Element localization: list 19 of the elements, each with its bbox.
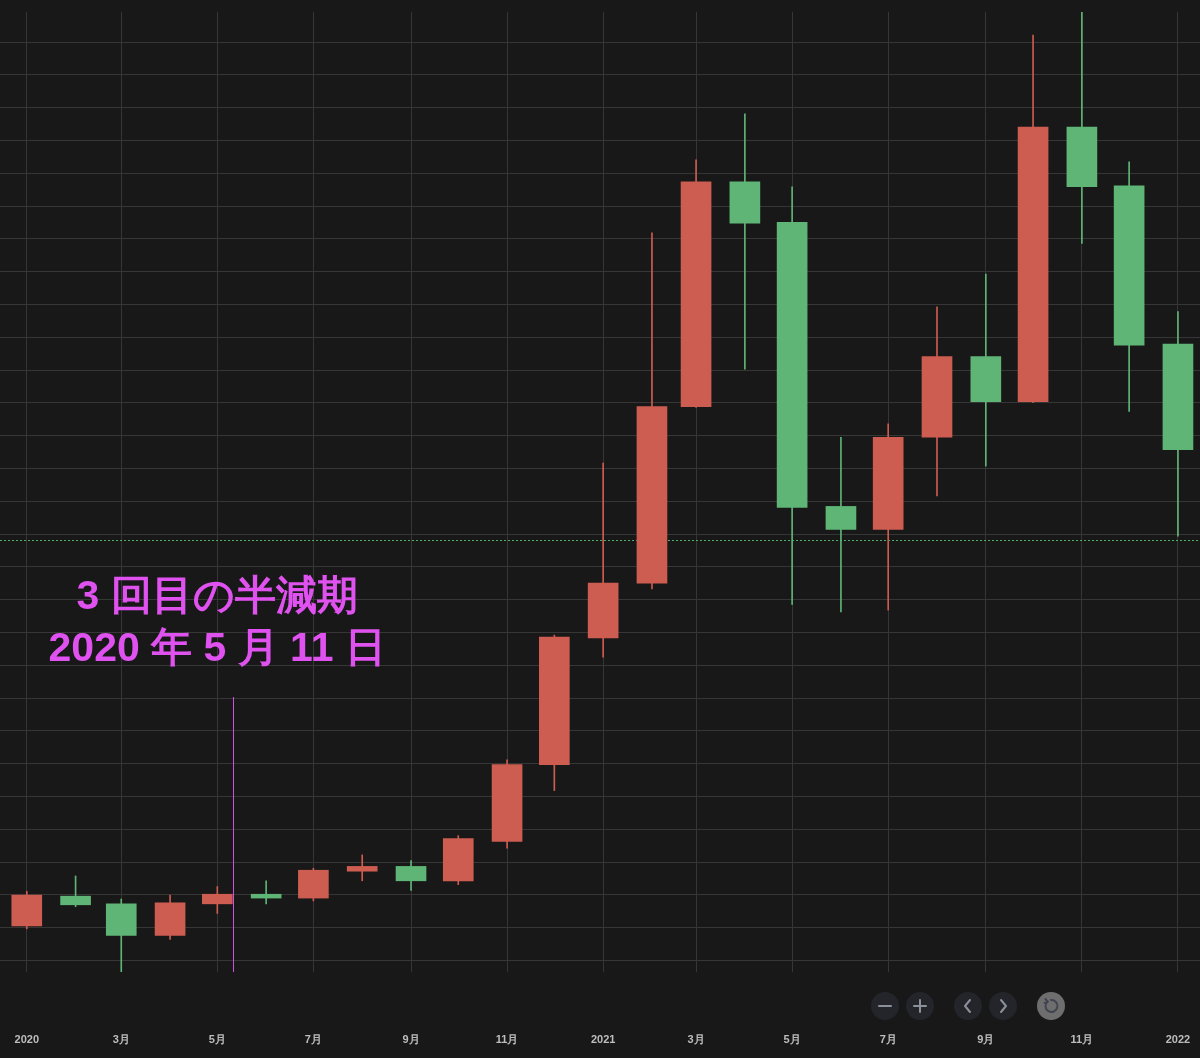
x-tick-label: 5月 bbox=[208, 1032, 226, 1045]
annotation: 2020 年 5 月 11 日 bbox=[48, 623, 386, 670]
x-tick-label: 5月 bbox=[783, 1032, 801, 1045]
candlestick bbox=[346, 854, 378, 882]
annotation: 3 回目の半減期 bbox=[76, 571, 358, 618]
x-tick-label: 2022 bbox=[1165, 1032, 1191, 1045]
x-tick-label: 3月 bbox=[112, 1032, 130, 1045]
x-tick-label: 11月 bbox=[495, 1032, 519, 1045]
candlestick bbox=[729, 113, 761, 370]
x-tick-label: 3月 bbox=[687, 1032, 705, 1045]
candlestick bbox=[825, 436, 857, 613]
x-tick-label: 9月 bbox=[977, 1032, 995, 1045]
candlestick bbox=[970, 273, 1002, 467]
x-tick-label: 2021 bbox=[590, 1032, 616, 1045]
x-tick-label: 9月 bbox=[402, 1032, 420, 1045]
x-tick-label: 2020 bbox=[14, 1032, 40, 1045]
x-tick-label: 7月 bbox=[304, 1032, 322, 1045]
x-tick-label: 11月 bbox=[1070, 1032, 1094, 1045]
x-tick-label: 7月 bbox=[879, 1032, 897, 1045]
